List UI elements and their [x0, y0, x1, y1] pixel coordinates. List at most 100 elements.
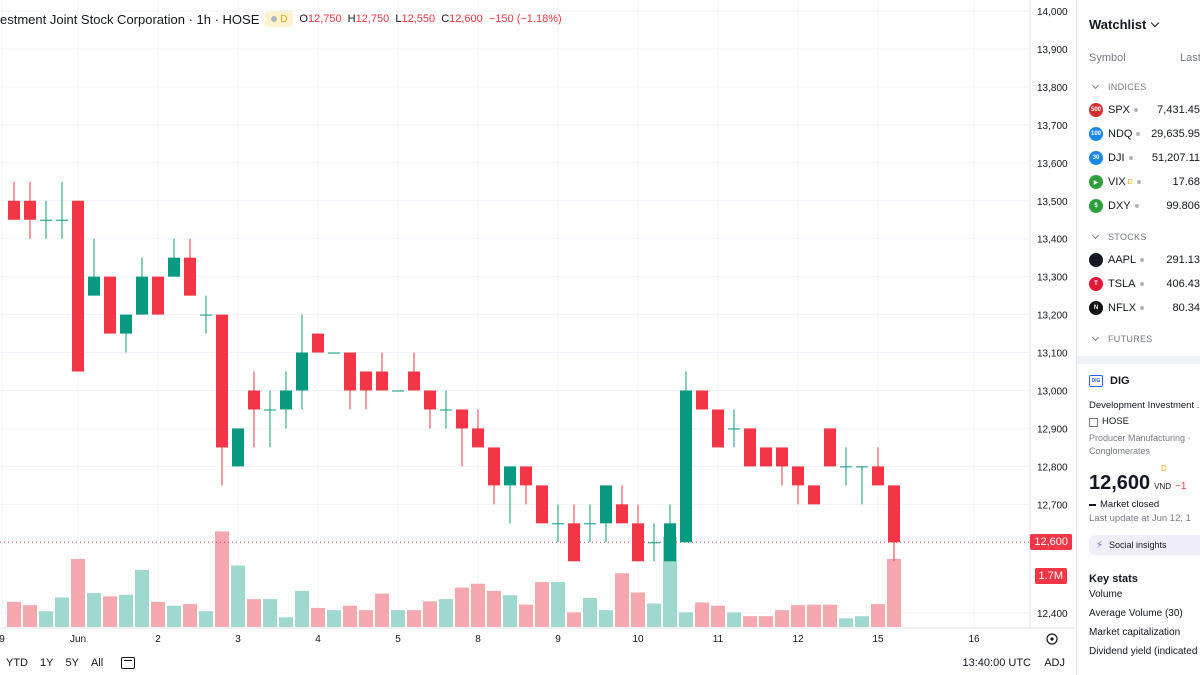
clock-time[interactable]: 13:40:00 UTC [962, 657, 1031, 669]
candle-body [296, 352, 308, 391]
candle-body [760, 447, 772, 467]
company-name: Development Investment ... [1089, 400, 1200, 411]
aapl-logo-icon [1089, 253, 1103, 267]
candle-body [72, 200, 84, 372]
calendar-icon[interactable] [121, 657, 136, 669]
status-dot-icon [1139, 282, 1144, 286]
gear-icon[interactable] [1046, 633, 1058, 645]
candle-body [824, 428, 836, 467]
volume-bar [823, 604, 837, 627]
candlestick-chart[interactable]: 14,000 13,900 13,800 13,700 13,600 13,500 13,4… [0, 0, 1075, 675]
range-all[interactable]: All [90, 657, 104, 669]
low-value: 12,550 [401, 13, 436, 25]
status-dot-icon [1134, 204, 1139, 208]
watchlist-row-tsla[interactable]: T TSLA 406.43 [1077, 272, 1200, 296]
candle-body [808, 485, 820, 505]
price-tick-label: 12,900 [1037, 424, 1068, 435]
candle-body [856, 466, 868, 468]
volume-bar [647, 603, 661, 627]
watchlist-symbol: DJI [1108, 152, 1125, 164]
section-futures[interactable]: FUTURES [1077, 328, 1200, 350]
candle-body [24, 200, 36, 220]
candle-body [120, 314, 132, 334]
high-value: 12,750 [355, 13, 390, 25]
candle-body [392, 390, 404, 392]
candle-body [40, 219, 52, 221]
chart-pane[interactable]: 14,000 13,900 13,800 13,700 13,600 13,500 13,4… [0, 0, 1075, 675]
volume-bar [407, 610, 421, 627]
candle-body [8, 200, 20, 220]
volume-bar [583, 598, 597, 627]
category-line-1: Producer Manufacturing · [1089, 433, 1191, 443]
detail-symbol[interactable]: DIG [1110, 375, 1130, 387]
volume-bar [375, 593, 389, 627]
adj-toggle[interactable]: ADJ [1044, 657, 1065, 669]
range-ytd[interactable]: YTD [6, 657, 28, 669]
price-tick-label: 13,400 [1037, 235, 1068, 246]
volume-bar [39, 611, 53, 627]
chevron-down-icon [1091, 231, 1100, 240]
volume-bar [791, 605, 805, 627]
range-1y[interactable]: 1Y [40, 657, 54, 669]
volume-bar [839, 618, 853, 627]
dxy-logo-icon: $ [1089, 199, 1103, 213]
volume-bar [743, 616, 757, 627]
section-indices[interactable]: INDICES [1077, 76, 1200, 98]
price-tick-label: 13,100 [1037, 349, 1068, 360]
company-category: Producer Manufacturing · Conglomerates [1089, 432, 1191, 458]
chevron-down-icon [1091, 333, 1100, 342]
price-change: −1 [1175, 481, 1187, 492]
social-insights-button[interactable]: ⚡ Social insights [1089, 535, 1200, 555]
price-tick-label: 14,000 [1037, 7, 1068, 18]
range-5y[interactable]: 5Y [65, 657, 79, 669]
watchlist-last: 80.34 [1172, 302, 1200, 314]
watchlist-last: 99.806 [1166, 200, 1200, 212]
volume-bar [119, 594, 133, 627]
watchlist-header[interactable]: Watchlist [1077, 0, 1200, 48]
delay-badge[interactable]: D [265, 11, 294, 27]
candle-body [56, 219, 68, 221]
tsla-logo-icon: T [1089, 277, 1103, 291]
chart-legend: estment Joint Stock Corporation · 1h · H… [0, 11, 565, 27]
volume-bar [103, 596, 117, 627]
price-line: 12,600 D VND −1 [1089, 464, 1188, 495]
watchlist-row-nflx[interactable]: N NFLX 80.34 [1077, 296, 1200, 320]
watchlist-row-dxy[interactable]: $ DXY 99.806 [1077, 194, 1200, 218]
key-stats-title: Key stats [1089, 573, 1138, 585]
watchlist-row-aapl[interactable]: AAPL 291.13 [1077, 248, 1200, 272]
watchlist-symbol: DXY [1108, 200, 1131, 212]
watchlist-symbol: AAPL [1108, 254, 1137, 266]
candle-body [312, 333, 324, 353]
price-tick-label: 13,900 [1037, 45, 1068, 56]
candle-body [488, 447, 500, 486]
volume-bar [807, 604, 821, 627]
panel-divider [1077, 356, 1200, 364]
col-last[interactable]: Last [1180, 52, 1200, 64]
watchlist-row-vix[interactable]: ▶ VIX D 17.68 [1077, 170, 1200, 194]
price-tick-label: 13,300 [1037, 273, 1068, 284]
section-stocks[interactable]: STOCKS [1077, 226, 1200, 248]
watchlist-symbol: VIX [1108, 176, 1126, 188]
status-dot-icon [1134, 108, 1139, 112]
volume-bar [551, 582, 565, 627]
candle-body [104, 276, 116, 334]
candle-body [792, 466, 804, 486]
volume-bar [711, 605, 725, 627]
current-price: 12,600 [1089, 472, 1151, 494]
candle-body [376, 371, 388, 391]
currency: VND [1154, 482, 1172, 491]
candle-body [136, 276, 148, 315]
time-tick-label: 12 [792, 634, 804, 645]
price-tick-label: 13,600 [1037, 159, 1068, 170]
watchlist-row-dji[interactable]: 30 DJI 51,207.11 [1077, 146, 1200, 170]
watchlist-last: 291.13 [1166, 254, 1200, 266]
watchlist-row-spx[interactable]: 500 SPX 7,431.45 [1077, 98, 1200, 122]
watchlist-symbol: TSLA [1108, 278, 1136, 290]
watchlist-row-ndq[interactable]: 100 NDQ 29,635.95 [1077, 122, 1200, 146]
candle-body [280, 390, 292, 410]
volume-bar [55, 597, 69, 627]
volume-bar [135, 569, 149, 627]
candle-body [408, 371, 420, 391]
exchange-line[interactable]: HOSE [1089, 414, 1188, 430]
col-symbol[interactable]: Symbol [1089, 52, 1126, 64]
